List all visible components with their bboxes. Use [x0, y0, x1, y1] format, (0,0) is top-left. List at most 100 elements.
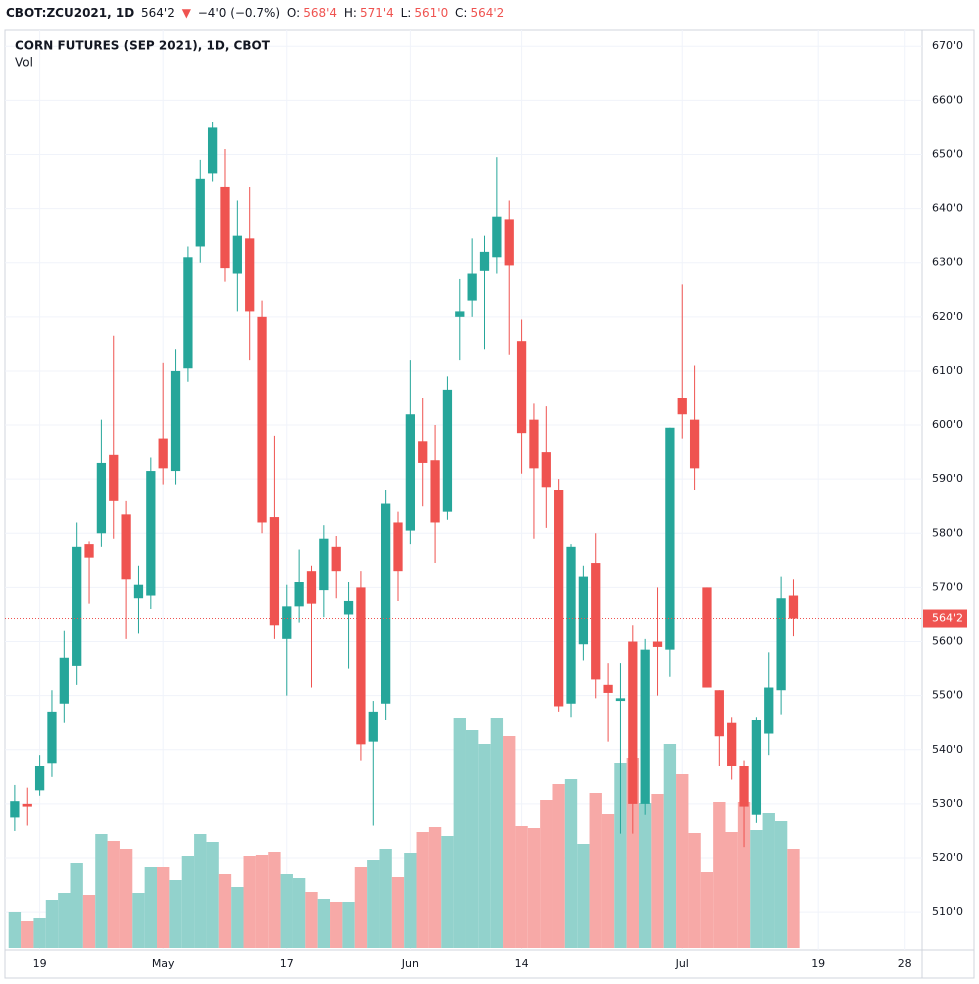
header: CBOT:ZCU2021, 1D 564'2 ▼ −4'0 (−0.7%) O:…	[6, 6, 507, 20]
volume-bar	[391, 877, 405, 948]
candle-body	[764, 687, 774, 734]
y-tick-label: 560'0	[932, 635, 963, 648]
x-tick-label: May	[152, 957, 175, 970]
candle-body	[84, 544, 94, 558]
volume-bar	[577, 844, 590, 948]
candle-body	[245, 238, 255, 312]
x-tick-label: 14	[515, 957, 529, 970]
volume-bar	[688, 833, 701, 948]
last-price-label: 564'2	[932, 612, 963, 625]
volume-bar	[762, 813, 775, 948]
candle-body	[566, 546, 576, 704]
chart-frame	[4, 29, 975, 979]
axes: 670'0 660'0 650'0 640'0 630'0 620'0 610'0 600'0…	[5, 39, 967, 970]
candle-body	[59, 657, 69, 704]
volume-bar	[280, 874, 293, 948]
candle-body	[343, 600, 354, 615]
candle-body	[578, 576, 589, 645]
candle-body	[615, 698, 626, 702]
x-tick-label: Jul	[675, 957, 689, 970]
volume-bar	[478, 744, 491, 948]
volume-bar	[330, 902, 343, 948]
volume-bar	[181, 856, 195, 948]
candle-body	[640, 649, 650, 804]
candle-body	[195, 178, 205, 247]
candle-body	[467, 273, 477, 301]
volume-bar	[725, 832, 738, 948]
candle-body	[504, 219, 514, 266]
y-tick-label: 550'0	[932, 689, 963, 702]
volume-label: Vol	[15, 56, 33, 70]
volume-bar	[626, 758, 639, 948]
candle-body	[183, 257, 193, 369]
volume-bar	[503, 736, 516, 948]
y-tick-label: 530'0	[932, 797, 963, 810]
candle-body	[257, 316, 267, 523]
y-tick-label: 650'0	[932, 147, 963, 160]
candle-body	[158, 438, 168, 469]
candle-body	[442, 389, 453, 512]
candle-body	[10, 801, 20, 818]
candle-body	[121, 514, 131, 580]
volume-bar	[441, 836, 454, 948]
last-price-box	[923, 609, 967, 628]
candle-body	[455, 311, 465, 317]
candle-body	[516, 341, 527, 434]
volume-bar	[70, 863, 83, 948]
volume-bar	[194, 834, 207, 948]
volume-bar	[45, 900, 59, 948]
volume-bar	[564, 779, 578, 948]
candle-body	[269, 517, 280, 626]
y-tick-label: 670'0	[932, 39, 963, 52]
candle-body	[702, 587, 712, 688]
close: 564'2	[470, 6, 505, 20]
candle-body	[652, 641, 663, 647]
candle-body	[306, 571, 317, 604]
volume-bar	[157, 867, 170, 948]
candle-body	[96, 462, 107, 534]
volume-bar	[713, 802, 726, 948]
volume-bar	[317, 899, 331, 948]
volume-bar	[428, 827, 442, 948]
volume-bar	[367, 860, 380, 948]
volume-bar	[601, 814, 615, 948]
candle-body	[356, 587, 366, 745]
candle-body	[603, 684, 613, 693]
volume-bar	[58, 893, 71, 948]
volume-bar	[453, 718, 466, 948]
volume	[8, 718, 800, 948]
close-label: C:	[455, 6, 468, 20]
volume-bar	[144, 867, 158, 948]
candle-body	[727, 722, 737, 766]
y-tick-label: 580'0	[932, 526, 963, 539]
volume-bar	[119, 849, 133, 948]
candle-body	[47, 711, 57, 764]
volume-bar	[515, 826, 528, 948]
candle-body	[294, 582, 304, 607]
y-tick-label: 660'0	[932, 93, 963, 106]
high: 571'4	[359, 6, 394, 20]
candle-body	[282, 606, 292, 639]
volume-bar	[268, 852, 281, 948]
x-tick-label: 17	[280, 957, 294, 970]
candle-body	[479, 251, 490, 271]
candle-body	[714, 690, 724, 737]
volume-bar	[33, 918, 46, 948]
open: 568'4	[303, 6, 338, 20]
y-tick-label: 610'0	[932, 364, 963, 377]
candle-body	[788, 595, 799, 619]
candle-body	[207, 127, 218, 174]
volume-bar	[774, 821, 788, 948]
x-tick-label: 19	[811, 957, 825, 970]
volume-bar	[787, 849, 800, 948]
volume-bar	[379, 849, 392, 948]
volume-bar	[243, 856, 256, 948]
low-label: L:	[400, 6, 412, 20]
volume-bar	[231, 887, 244, 948]
candle-body	[393, 522, 403, 572]
volume-bar	[614, 763, 627, 948]
candle-body	[677, 398, 687, 415]
last-price: 564'2	[141, 6, 175, 20]
low: 561'0	[414, 6, 449, 20]
